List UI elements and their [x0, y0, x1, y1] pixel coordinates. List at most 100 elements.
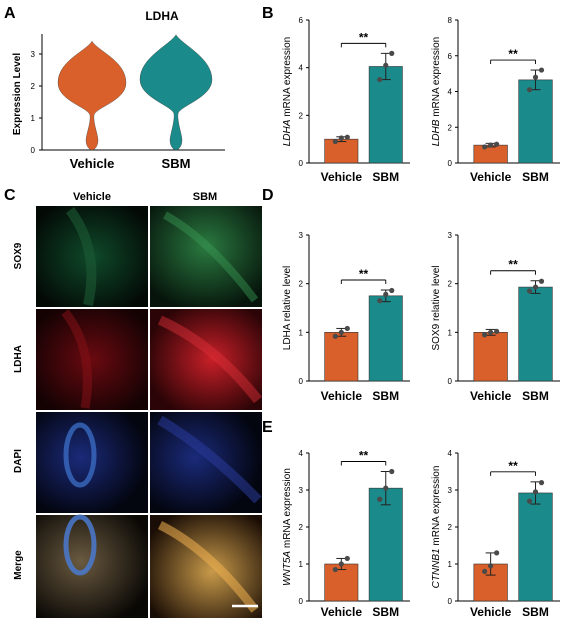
y-tick-label: 4	[448, 88, 453, 97]
data-point	[344, 325, 350, 332]
y-tick-label: 3	[448, 486, 453, 495]
panel-letter-e: E	[262, 419, 273, 436]
y-axis-label-text: mRNA expression	[282, 37, 293, 120]
data-point	[538, 480, 545, 486]
bar-sbm	[368, 66, 403, 164]
data-point	[332, 333, 338, 339]
row-label-sox9: SOX9	[13, 242, 24, 269]
y-axis-label-text: mRNA expression	[282, 468, 293, 551]
data-point	[494, 141, 500, 147]
chart-title: LDHA	[145, 9, 179, 23]
image-ldha-vehicle	[36, 309, 148, 410]
data-point	[383, 62, 389, 68]
significance-label: **	[359, 449, 369, 463]
data-point	[494, 328, 500, 334]
y-axis-label-gene: CTNNB1	[431, 548, 442, 588]
tissue-fold	[157, 415, 262, 504]
y-axis-label-text: mRNA expression	[431, 37, 442, 120]
y-axis-label: WNT5A mRNA expression	[282, 468, 293, 586]
y-tick-label: 2	[299, 111, 304, 120]
col-header-vehicle: Vehicle	[73, 191, 111, 203]
panel-d-ldha-bar-chart: 0 1 2 3 LDHA relative level Vehicle SBM **	[282, 231, 410, 403]
bar-vehicle	[324, 332, 359, 382]
data-point	[494, 550, 500, 556]
tissue-fold	[163, 211, 259, 303]
y-tick-label: 4	[448, 449, 453, 458]
data-point	[532, 489, 539, 495]
y-tick-label: 2	[448, 123, 453, 132]
tissue-structure	[63, 422, 97, 488]
y-tick-label: 1	[448, 328, 453, 337]
y-tick-label: 6	[448, 52, 453, 61]
data-point	[532, 74, 539, 80]
data-point	[332, 566, 338, 573]
y-axis-label: LDHB mRNA expression	[431, 37, 442, 147]
data-point	[389, 50, 395, 56]
category-label-vehicle: Vehicle	[321, 605, 363, 619]
data-point	[488, 142, 494, 148]
category-label-sbm: SBM	[522, 170, 549, 184]
y-axis-label-gene: LDHB	[431, 119, 442, 146]
row-label-ldha: LDHA	[13, 345, 24, 373]
significance-label: **	[359, 267, 369, 281]
y-tick-label: 0	[31, 146, 36, 155]
bar-sbm	[518, 492, 553, 602]
category-label-vehicle: Vehicle	[470, 605, 512, 619]
category-label-vehicle: Vehicle	[321, 170, 363, 184]
data-point	[488, 329, 494, 335]
data-point	[338, 135, 344, 141]
row-label-merge: Merge	[13, 550, 24, 580]
data-point	[383, 291, 389, 297]
y-tick-label: 0	[299, 159, 304, 168]
bar-vehicle	[473, 563, 508, 602]
y-axis-label: Expression Level	[12, 53, 23, 135]
data-point	[377, 76, 383, 83]
category-label-sbm: SBM	[372, 605, 399, 619]
y-tick-label: 1	[299, 560, 304, 569]
y-axis-label: LDHA relative level	[282, 266, 293, 350]
data-point	[538, 67, 545, 73]
y-tick-label: 0	[448, 597, 453, 606]
data-point	[389, 287, 395, 294]
tissue-fold	[157, 315, 262, 404]
panel-letter-c: C	[4, 187, 16, 204]
y-tick-label: 1	[31, 114, 36, 123]
significance-label: **	[508, 47, 518, 61]
y-axis-label: LDHA mRNA expression	[282, 37, 293, 147]
data-point	[532, 284, 539, 290]
y-tick-label: 0	[448, 159, 453, 168]
y-axis-label-gene: WNT5A	[282, 551, 293, 586]
y-tick-label: 3	[299, 486, 304, 495]
y-tick-label: 3	[31, 50, 36, 59]
significance-label: **	[359, 30, 369, 44]
col-header-sbm: SBM	[193, 191, 217, 203]
bar-sbm	[518, 79, 553, 164]
category-label-vehicle: Vehicle	[470, 389, 512, 403]
data-point	[377, 496, 383, 502]
panel-e-ctnnb1-bar-chart: 0 1 2 3 4 CTNNB1 mRNA expression Vehicle SBM **	[431, 449, 560, 619]
image-sox9-sbm	[150, 206, 262, 307]
data-point	[526, 87, 533, 93]
panel-letter-d: D	[262, 187, 274, 204]
category-label-sbm: SBM	[372, 170, 399, 184]
y-tick-label: 2	[31, 82, 36, 91]
bar-vehicle	[473, 332, 508, 382]
y-tick-label: 2	[299, 280, 304, 289]
bar-vehicle	[324, 563, 359, 602]
y-tick-label: 0	[448, 377, 453, 386]
y-tick-label: 0	[299, 377, 304, 386]
data-point	[338, 561, 344, 567]
y-axis-label-text: mRNA expression	[431, 466, 442, 549]
panel-b-ldhb-bar-chart: 0 2 4 6 8 LDHB mRNA expression Vehicle SBM **	[431, 16, 560, 184]
tissue-fold	[65, 207, 97, 307]
y-tick-label: 3	[299, 231, 304, 240]
data-point	[383, 485, 389, 491]
y-tick-label: 6	[299, 16, 304, 25]
category-label-vehicle: Vehicle	[321, 389, 363, 403]
panel-d-sox9-bar-chart: 0 1 2 3 SOX9 relative level Vehicle SBM **	[431, 231, 560, 403]
image-ldha-sbm	[150, 309, 262, 410]
category-label-vehicle: Vehicle	[70, 156, 115, 171]
y-axis-label: SOX9 relative level	[431, 265, 442, 350]
data-point	[377, 298, 383, 304]
